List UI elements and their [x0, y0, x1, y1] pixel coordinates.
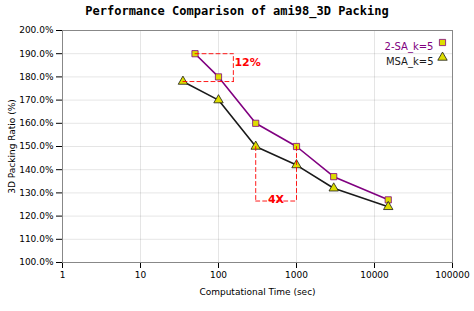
svg-text:100.0%: 100.0%: [19, 257, 54, 267]
svg-text:4X: 4X: [268, 193, 285, 206]
svg-text:150.0%: 150.0%: [19, 141, 54, 151]
svg-text:12%: 12%: [234, 56, 260, 69]
svg-text:200.0%: 200.0%: [19, 25, 54, 35]
svg-text:160.0%: 160.0%: [19, 118, 54, 128]
svg-text:140.0%: 140.0%: [19, 165, 54, 175]
svg-text:130.0%: 130.0%: [19, 188, 54, 198]
svg-text:100: 100: [210, 270, 227, 280]
svg-text:MSA_k=5: MSA_k=5: [386, 56, 434, 68]
svg-text:180.0%: 180.0%: [19, 72, 54, 82]
svg-text:1: 1: [60, 270, 66, 280]
svg-text:190.0%: 190.0%: [19, 49, 54, 59]
svg-text:1000: 1000: [285, 270, 308, 280]
svg-text:Computational Time (sec): Computational Time (sec): [199, 287, 315, 297]
svg-text:120.0%: 120.0%: [19, 211, 54, 221]
svg-text:100000: 100000: [435, 270, 470, 280]
svg-text:10000: 10000: [360, 270, 389, 280]
svg-text:2-SA_k=5: 2-SA_k=5: [385, 41, 434, 53]
svg-text:3D Packing Ratio (%): 3D Packing Ratio (%): [7, 99, 17, 194]
html-text:Performance Comparison of ami9: Performance Comparison of ami98_3D Packi…: [85, 4, 389, 18]
svg-text:110.0%: 110.0%: [19, 234, 54, 244]
svg-text:170.0%: 170.0%: [19, 95, 54, 105]
svg-text:10: 10: [135, 270, 147, 280]
